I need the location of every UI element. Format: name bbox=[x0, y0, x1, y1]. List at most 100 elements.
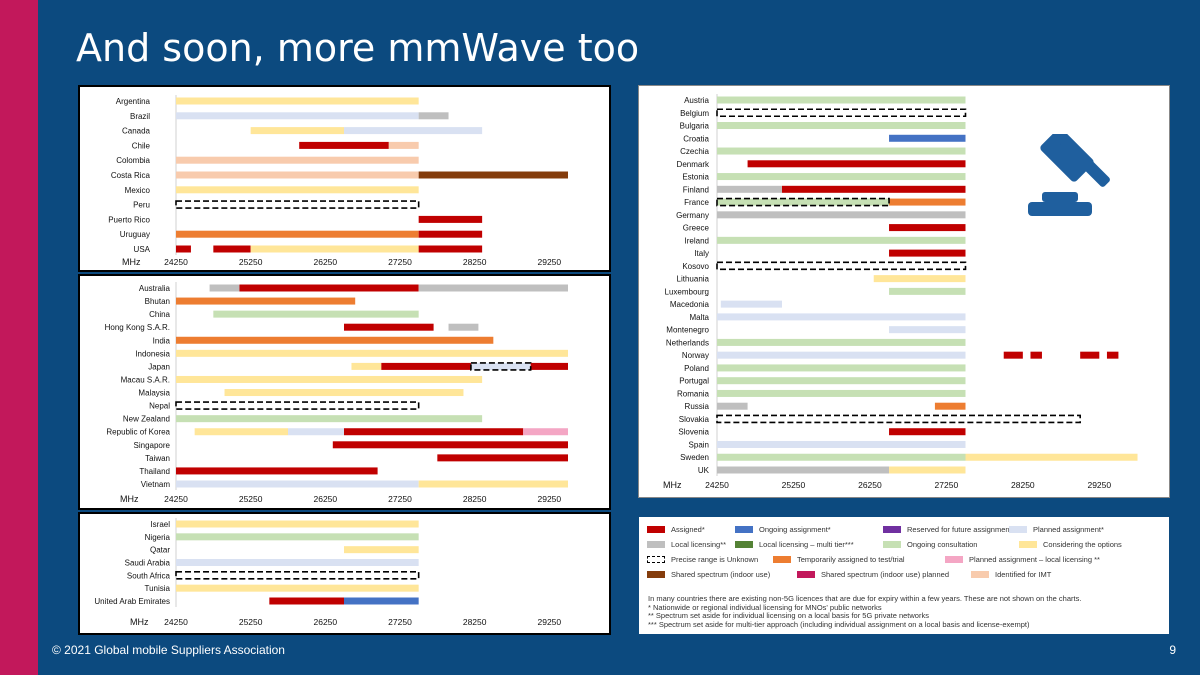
bar-consultation bbox=[717, 96, 966, 104]
bar-planned bbox=[344, 127, 483, 135]
bar-unknown-range bbox=[716, 108, 967, 118]
legend-swatch bbox=[647, 571, 665, 578]
bar-assigned bbox=[176, 245, 191, 253]
bar-unknown-range bbox=[716, 197, 890, 207]
row-label-qatar: Qatar bbox=[150, 546, 170, 555]
row-label-nepal: Nepal bbox=[149, 402, 170, 411]
row-label-denmark: Denmark bbox=[677, 160, 710, 169]
footer-copyright: © 2021 Global mobile Suppliers Associati… bbox=[52, 643, 285, 657]
bar-assigned bbox=[747, 160, 966, 168]
legend-label: Shared spectrum (indoor use) bbox=[671, 570, 771, 579]
bar-planned bbox=[470, 362, 531, 370]
legend-item-reserved: Reserved for future assignment* bbox=[883, 525, 1015, 534]
bar-considering bbox=[176, 584, 419, 592]
tick-label: 24250 bbox=[164, 617, 188, 627]
bar-unknown-range bbox=[716, 414, 1081, 424]
row-label-finland: Finland bbox=[683, 185, 709, 194]
row-label-lithuania: Lithuania bbox=[677, 275, 710, 284]
bar-assigned bbox=[332, 441, 568, 449]
chart-svg-middle-east-and-africa: Israel Nigeria Qatar Saudi Arabia South Afri… bbox=[94, 518, 562, 627]
bar-unknown-range bbox=[175, 571, 420, 580]
bar-assigned bbox=[239, 284, 419, 292]
legend-note: In many countries there are existing non… bbox=[648, 594, 1082, 603]
slide-title: And soon, more mmWave too bbox=[76, 26, 640, 70]
bar-considering bbox=[351, 362, 382, 370]
row-label-kosovo: Kosovo bbox=[682, 262, 709, 271]
row-label-italy: Italy bbox=[694, 249, 709, 258]
page-number: 9 bbox=[1169, 643, 1176, 657]
row-label-malta: Malta bbox=[689, 313, 709, 322]
tick-label: 27250 bbox=[388, 617, 412, 627]
bar-planned bbox=[889, 326, 966, 334]
accent-stripe bbox=[0, 0, 38, 675]
row-label-france: France bbox=[684, 198, 709, 207]
tick-label: 24250 bbox=[164, 494, 188, 504]
bar-assigned bbox=[418, 245, 483, 253]
bar-assigned bbox=[381, 362, 471, 370]
row-label-slovenia: Slovenia bbox=[678, 428, 709, 437]
bar-considering bbox=[873, 275, 966, 283]
row-label-russia: Russia bbox=[685, 402, 710, 411]
tick-label: 26250 bbox=[314, 494, 338, 504]
bar-considering bbox=[418, 480, 568, 488]
bar-planned bbox=[176, 112, 419, 120]
row-label-australia: Australia bbox=[139, 284, 171, 293]
bar-ongoing-assignment bbox=[344, 597, 419, 605]
row-label-greece: Greece bbox=[683, 224, 710, 233]
legend-item-multitier: Local licensing – multi tier*** bbox=[735, 540, 854, 549]
chart-asia-pacific: Australia Bhutan China Hong Kong S.A.R. Indi… bbox=[78, 274, 611, 510]
bar-assigned bbox=[269, 597, 344, 605]
row-label-usa: USA bbox=[134, 245, 151, 254]
chart-svg-asia-pacific: Australia Bhutan China Hong Kong S.A.R. Indi… bbox=[105, 282, 568, 504]
chart-americas: Argentina Brazil Canada Chile Colombia Costa … bbox=[78, 85, 611, 272]
x-axis-label: MHz bbox=[122, 257, 141, 267]
legend-label: Assigned* bbox=[671, 525, 705, 534]
bar-consultation bbox=[717, 377, 966, 385]
legend-swatch bbox=[773, 556, 791, 563]
row-label-norway: Norway bbox=[682, 351, 709, 360]
row-label-austria: Austria bbox=[684, 96, 709, 105]
bar-considering bbox=[176, 375, 483, 383]
legend-swatch bbox=[945, 556, 963, 563]
legend-label: Local licensing – multi tier*** bbox=[759, 540, 854, 549]
bar-consultation bbox=[717, 364, 966, 372]
bar-consultation bbox=[717, 173, 966, 181]
legend-label: Considering the options bbox=[1043, 540, 1122, 549]
legend-item-temporary: Temporarily assigned to test/trial bbox=[773, 555, 905, 564]
row-label-israel: Israel bbox=[150, 520, 170, 529]
bar-planned bbox=[717, 313, 966, 321]
bar-consultation bbox=[717, 389, 966, 397]
tick-label: 25250 bbox=[782, 480, 806, 490]
bar-assigned bbox=[530, 362, 568, 370]
bar-assigned bbox=[781, 185, 966, 193]
bar-imt bbox=[176, 156, 419, 164]
bar-local bbox=[448, 323, 479, 331]
row-label-thailand: Thailand bbox=[139, 467, 170, 476]
legend-note: * Nationwide or regional individual lice… bbox=[648, 602, 882, 612]
tick-label: 29250 bbox=[538, 617, 562, 627]
row-label-united-arab-emirates: United Arab Emirates bbox=[94, 597, 170, 606]
row-label-japan: Japan bbox=[148, 362, 170, 371]
legend-item-local: Local licensing** bbox=[647, 540, 726, 549]
bar-assigned bbox=[437, 454, 568, 462]
legend-item-considering: Considering the options bbox=[1019, 540, 1122, 549]
chart-svg-europe: Austria Belgium Bulgaria Croatia Czechia Denm… bbox=[663, 94, 1138, 490]
row-label-estonia: Estonia bbox=[682, 173, 709, 182]
bar-consultation bbox=[889, 287, 966, 295]
legend-item-ongoing-assignment: Ongoing assignment* bbox=[735, 525, 831, 534]
row-label-bhutan: Bhutan bbox=[145, 297, 170, 306]
row-label-china: China bbox=[149, 310, 170, 319]
legend-item-unknown: Precise range is Unknown bbox=[647, 555, 758, 564]
bar-consultation bbox=[176, 415, 483, 423]
legend-swatch bbox=[971, 571, 989, 578]
tick-label: 24250 bbox=[164, 257, 188, 267]
tick-label: 27250 bbox=[388, 257, 412, 267]
x-axis-label: MHz bbox=[120, 494, 139, 504]
row-label-nigeria: Nigeria bbox=[145, 533, 171, 542]
row-label-portugal: Portugal bbox=[679, 377, 709, 386]
bar-assigned bbox=[213, 245, 251, 253]
tick-label: 28250 bbox=[1011, 480, 1035, 490]
bar-imt bbox=[388, 141, 419, 149]
bar-local bbox=[209, 284, 240, 292]
bar-assigned bbox=[889, 249, 966, 257]
